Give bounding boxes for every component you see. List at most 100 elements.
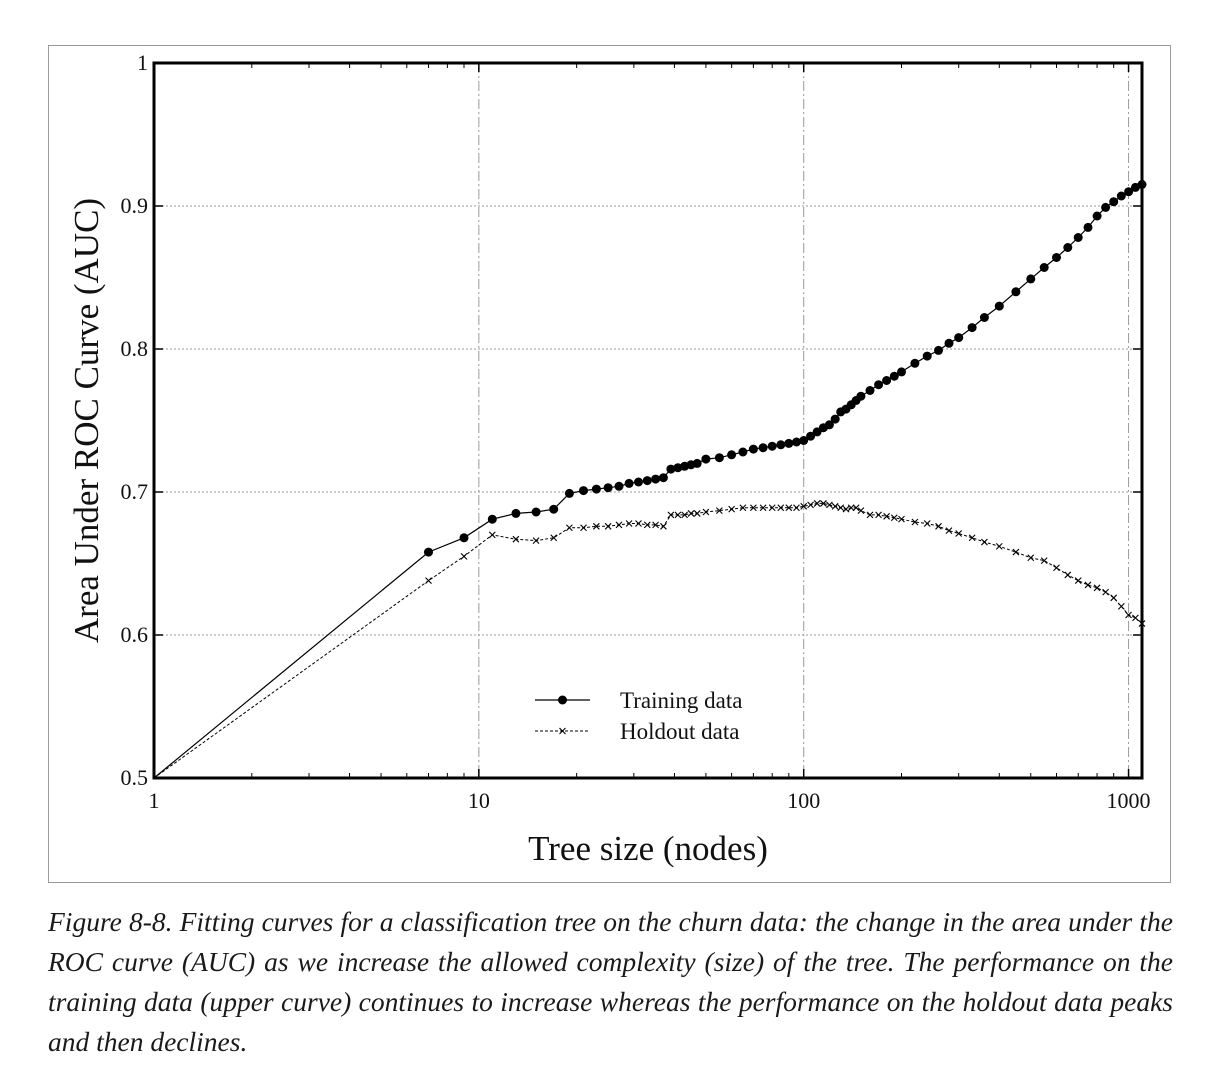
training-point [727,450,737,460]
training-point [459,533,469,543]
training-point [692,458,702,468]
training-point [874,380,884,390]
training-point [748,444,758,454]
holdout-point [847,504,855,512]
holdout-point [687,510,695,517]
holdout-point [702,508,710,516]
holdout-point [566,524,573,532]
holdout-point [826,501,833,509]
y-tick-label: 0.7 [121,479,149,504]
y-tick-label: 0.6 [121,622,149,647]
holdout-point [425,577,432,585]
holdout-point [759,504,767,512]
training-point [979,313,989,322]
training-point [758,443,768,453]
training-point [1109,197,1119,207]
training-point [1073,233,1083,242]
training-point [830,414,840,424]
holdout-point [693,510,701,517]
holdout-point [1093,584,1101,592]
holdout-point [866,511,874,519]
holdout-point [890,514,898,522]
holdout-point [842,505,850,513]
legend: Training data Holdout data [535,688,742,744]
holdout-point [831,502,839,510]
training-point [1039,263,1049,272]
holdout-point [813,500,821,507]
holdout-point [674,511,682,519]
training-point [1116,191,1126,201]
holdout-point [995,542,1003,550]
holdout-point [681,511,689,519]
holdout-point [945,527,953,534]
holdout-point [635,520,642,527]
training-point [994,301,1004,311]
holdout-point [768,504,776,512]
x-tick-label: 10 [468,788,490,813]
holdout-point [550,534,558,542]
training-point [603,483,613,493]
y-axis-title: Area Under ROC Curve (AUC) [67,198,106,643]
holdout-point [625,520,633,527]
training-point [792,437,801,447]
training-point [511,508,521,518]
holdout-point [604,522,612,530]
training-point [767,441,777,451]
training-point [487,514,497,524]
holdout-point [739,504,747,512]
holdout-point [968,534,976,542]
training-point [1092,211,1102,221]
legend-label-training: Training data [620,688,742,713]
training-point [784,438,794,448]
holdout-point [1084,581,1092,589]
holdout-point [777,504,785,512]
training-point [910,358,920,368]
holdout-point [875,511,882,519]
legend-swatch-holdout-marker [559,727,566,735]
holdout-point [1053,564,1060,572]
y-tick-label: 0.9 [121,193,149,218]
holdout-point [837,504,845,512]
holdout-point [800,502,808,510]
training-point [531,507,541,517]
holdout-point [715,507,723,514]
holdout-point [1102,588,1110,596]
holdout-point [615,521,623,529]
holdout-point [460,552,468,560]
training-point [934,345,943,355]
holdout-point [1132,614,1139,622]
auc-fitting-curve-chart: 0.5 0.6 0.7 0.8 0.9 1 1 10 100 1000 Tree size (no… [67,50,1151,868]
holdout-line [153,502,1143,779]
training-point [614,481,624,491]
holdout-point [785,504,793,512]
training-point [1083,222,1093,232]
training-point [624,478,634,488]
holdout-point [1125,611,1132,619]
holdout-point [652,521,659,529]
training-point [651,474,661,484]
holdout-point [643,521,651,529]
holdout-point [923,520,931,527]
x-axis-title: Tree size (nodes) [528,829,768,868]
holdout-point [580,524,587,532]
x-tick-label: 100 [787,788,820,813]
training-point [666,464,676,474]
holdout-point [935,522,942,530]
holdout-point [660,522,667,530]
holdout-point [1040,557,1048,565]
holdout-point [1117,603,1125,610]
training-point [424,547,433,557]
training-point [824,420,834,430]
training-point [799,436,809,445]
training-point [579,486,588,496]
training-point [642,476,652,486]
holdout-point [852,504,860,512]
legend-swatch-training-marker [558,695,567,705]
holdout-point [820,500,827,507]
training-point [954,333,964,343]
training-point [944,338,954,348]
training-point [856,391,866,401]
series-holdout [153,500,1146,779]
training-point [806,431,816,441]
training-point [865,386,875,395]
